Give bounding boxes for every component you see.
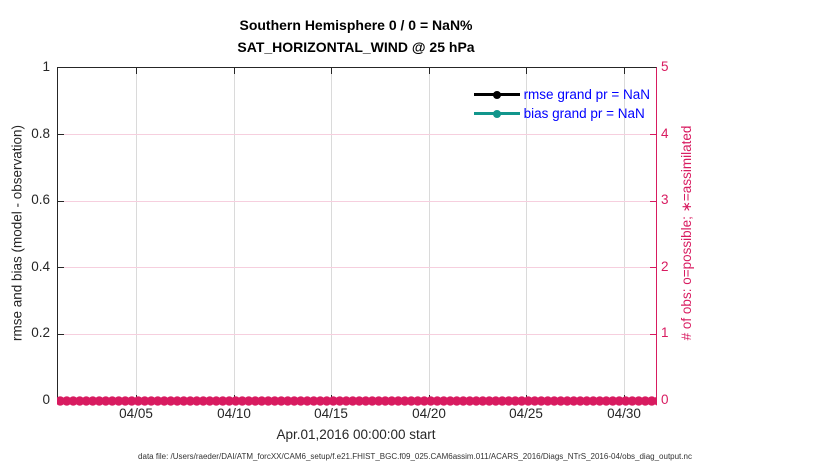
rmse-legend-dot-icon	[492, 90, 501, 99]
gridline-horizontal	[58, 201, 656, 202]
gridline-vertical	[234, 68, 235, 401]
xtick-label: 04/25	[509, 406, 543, 421]
obs-count-marker-band	[57, 395, 657, 407]
top-axis-tick	[429, 68, 430, 74]
chart-title: Southern Hemisphere 0 / 0 = NaN% SAT_HOR…	[57, 14, 655, 58]
legend: rmse grand pr = NaN bias grand pr = NaN	[473, 85, 650, 123]
gridline-vertical	[136, 68, 137, 401]
gridline-horizontal	[58, 134, 656, 135]
right-ytick-label: 0	[661, 392, 669, 407]
gridline-horizontal	[58, 267, 656, 268]
top-axis-tick	[136, 68, 137, 74]
xtick-label: 04/10	[217, 406, 251, 421]
rmse-legend-line-icon	[473, 90, 520, 99]
left-ytick-label: 0.6	[31, 192, 50, 207]
right-ytick-label: 2	[661, 259, 669, 274]
right-axis-tick	[650, 334, 656, 335]
xtick-label: 04/15	[314, 406, 348, 421]
left-axis-tick	[58, 201, 64, 202]
right-axis-tick	[650, 267, 656, 268]
xtick-label: 04/05	[119, 406, 153, 421]
top-axis-tick	[624, 68, 625, 74]
left-ytick-label: 0	[42, 392, 50, 407]
gridline-vertical	[331, 68, 332, 401]
legend-row-1: bias grand pr = NaN	[473, 104, 650, 123]
gridline-vertical	[526, 68, 527, 401]
left-axis-tick	[58, 134, 64, 135]
title-line-2: SAT_HORIZONTAL_WIND @ 25 hPa	[237, 39, 475, 55]
left-axis-tick	[58, 334, 64, 335]
bias-legend-line-icon	[473, 109, 520, 118]
left-axis-tick	[58, 267, 64, 268]
right-ytick-label: 4	[661, 126, 669, 141]
right-ytick-label: 5	[661, 59, 669, 74]
left-ytick-label: 0.4	[31, 259, 50, 274]
left-axis-label: rmse and bias (model - observation)	[9, 124, 25, 342]
bias-legend-dot-icon	[492, 109, 501, 118]
gridline-vertical	[429, 68, 430, 401]
legend-row-0: rmse grand pr = NaN	[473, 85, 650, 104]
legend-label-rmse: rmse grand pr = NaN	[523, 87, 650, 102]
top-axis-tick	[234, 68, 235, 74]
right-axis-label: # of obs: o=possible; ∗=assimilated	[679, 125, 694, 341]
left-ytick-label: 1	[42, 59, 50, 74]
right-ytick-label: 3	[661, 192, 669, 207]
left-ytick-label: 0.8	[31, 126, 50, 141]
top-axis-tick	[526, 68, 527, 74]
title-line-1: Southern Hemisphere 0 / 0 = NaN%	[239, 17, 473, 33]
xtick-label: 04/30	[607, 406, 641, 421]
legend-label-bias: bias grand pr = NaN	[523, 106, 645, 121]
gridline-horizontal	[58, 334, 656, 335]
right-ytick-label: 1	[661, 325, 669, 340]
xtick-label: 04/20	[412, 406, 446, 421]
left-ytick-label: 0.2	[31, 325, 50, 340]
gridline-vertical	[624, 68, 625, 401]
right-axis-tick	[650, 134, 656, 135]
x-axis-label: Apr.01,2016 00:00:00 start	[276, 427, 436, 442]
plot-area: rmse grand pr = NaN bias grand pr = NaN	[57, 67, 657, 407]
top-axis-tick	[331, 68, 332, 74]
right-axis-tick	[650, 201, 656, 202]
data-file-path: data file: /Users/raeder/DAI/ATM_forcXX/…	[138, 452, 692, 461]
